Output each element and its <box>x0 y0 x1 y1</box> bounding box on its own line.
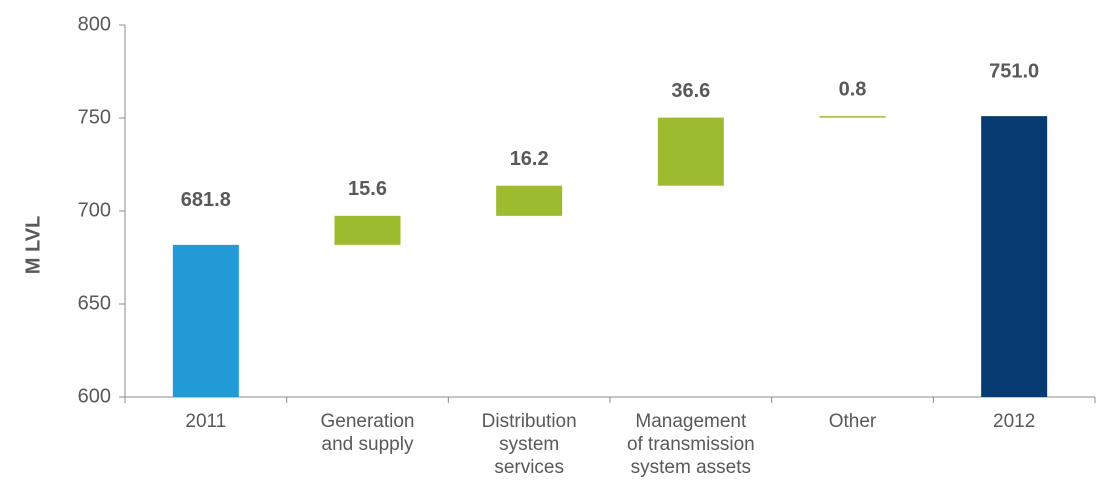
x-tick-label: of transmission <box>627 434 755 455</box>
y-tick-label: 800 <box>78 13 111 35</box>
x-tick-label: 2011 <box>185 411 226 432</box>
x-tick-label: system <box>499 434 559 455</box>
value-label: 36.6 <box>671 80 710 102</box>
y-tick-label: 600 <box>78 385 111 407</box>
x-tick-label: and supply <box>322 434 414 455</box>
x-tick-label: 2012 <box>993 411 1035 432</box>
value-label: 15.6 <box>348 178 387 200</box>
y-tick-label: 650 <box>78 292 111 314</box>
bar <box>172 244 239 397</box>
x-tick-label: services <box>494 457 564 478</box>
bar <box>496 185 563 216</box>
x-tick-label: Other <box>829 411 877 432</box>
bar <box>334 215 401 245</box>
x-tick-label: Management <box>635 411 747 432</box>
x-tick-label: system assets <box>631 457 751 478</box>
y-tick-label: 700 <box>78 199 111 221</box>
y-axis-label: M LVL <box>22 216 44 275</box>
bar <box>819 116 886 118</box>
bar <box>981 116 1048 397</box>
value-label: 751.0 <box>989 60 1039 82</box>
y-tick-label: 750 <box>78 106 111 128</box>
value-label: 16.2 <box>510 148 549 170</box>
x-tick-label: Generation <box>320 411 414 432</box>
bar <box>657 117 724 186</box>
value-label: 0.8 <box>839 78 867 100</box>
x-tick-label: Distribution <box>482 411 577 432</box>
value-label: 681.8 <box>181 189 231 211</box>
